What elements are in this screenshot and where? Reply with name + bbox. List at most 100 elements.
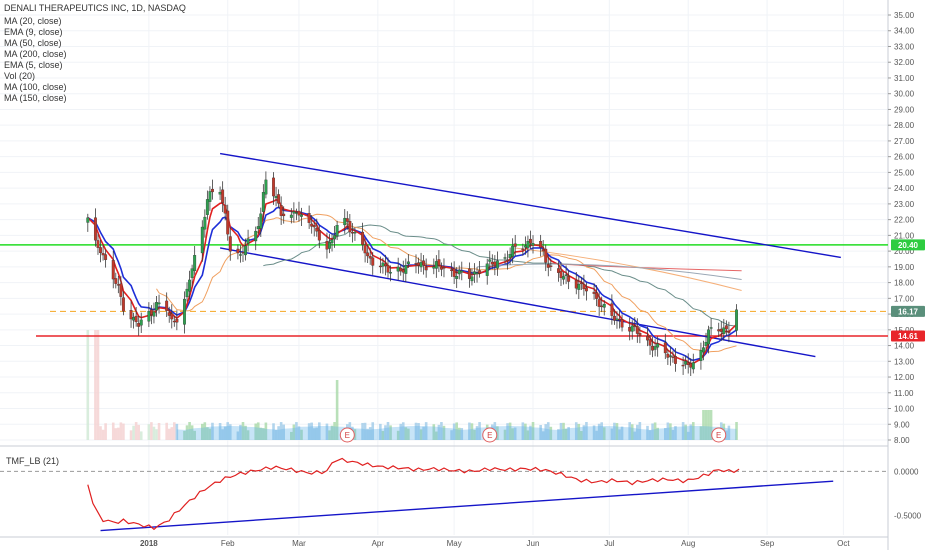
indicator-legend-item: EMA (9, close) [4, 27, 63, 37]
candle-body [686, 362, 690, 366]
volume-bar [175, 423, 179, 440]
volume-bar [381, 430, 385, 440]
y-tick-label: 27.00 [894, 137, 915, 146]
indicator-legend-item: EMA (5, close) [4, 60, 63, 70]
candle-body [259, 213, 263, 229]
y-tick-label: 15.00 [894, 326, 915, 335]
volume-bar [211, 422, 214, 440]
volume-bar [725, 430, 728, 440]
candle-body [147, 311, 151, 322]
y-tick-label: 18.00 [894, 279, 915, 288]
candle-body [172, 320, 176, 323]
candle-body [495, 260, 499, 269]
volume-bar [254, 423, 258, 440]
volume-bar [435, 431, 438, 440]
candle-body [704, 341, 708, 346]
candle-body [381, 262, 385, 267]
candle-body [541, 249, 545, 252]
candle-body [434, 261, 438, 269]
volume-bar [157, 422, 161, 440]
candle-body [317, 230, 321, 241]
volume-bar [475, 426, 479, 440]
volume-bar [218, 423, 222, 440]
volume-bar [173, 422, 176, 440]
volume-bar [506, 423, 509, 440]
volume-bar [630, 424, 634, 440]
volume-bar [669, 423, 672, 440]
volume-bar [101, 429, 105, 440]
volume-bar [574, 422, 578, 440]
candle-body [211, 188, 214, 193]
candle-body [254, 230, 258, 242]
x-tick-label: Sep [760, 539, 775, 548]
candle-body [699, 350, 703, 361]
earnings-marker [339, 427, 355, 443]
volume-bar [450, 430, 453, 440]
candle-body [574, 279, 578, 289]
volume-bar [86, 330, 90, 440]
volume-bar [170, 427, 174, 440]
candle-body [455, 276, 459, 279]
price-badge [891, 239, 925, 251]
volume-bar [686, 431, 690, 440]
volume-bar [620, 426, 624, 440]
candle-body [513, 243, 517, 247]
y-tick-label: 24.00 [894, 184, 915, 193]
volume-bar [206, 427, 209, 440]
volume-bar [315, 427, 319, 440]
candle-body [508, 254, 512, 259]
indicator-legend-item: MA (20, close) [4, 16, 62, 26]
candle-body [442, 267, 446, 269]
volume-bar [318, 422, 321, 440]
candle-body [681, 364, 685, 367]
indicator-legend-item: Vol (20) [4, 71, 35, 81]
volume-bar [134, 422, 138, 440]
candle-body [689, 363, 693, 368]
candles-layer [86, 171, 738, 377]
candle-body [170, 313, 174, 320]
candle-body [272, 177, 275, 197]
earnings-marker-label: E [345, 431, 350, 440]
volume-bar [452, 423, 456, 440]
volume-bar [513, 427, 517, 440]
x-tick-label: Feb [221, 539, 235, 548]
x-tick-label: Jul [604, 539, 614, 548]
candle-body [368, 256, 372, 259]
candle-body [183, 298, 186, 325]
volume-bar [200, 423, 204, 440]
y-tick-label: 14.00 [894, 342, 915, 351]
indicator-legend-item: MA (100, close) [4, 82, 67, 92]
candle-body [328, 242, 331, 249]
candle-body [274, 196, 278, 199]
candle-body [651, 345, 655, 351]
candle-body [333, 235, 337, 240]
y-tick-label: 34.00 [894, 27, 915, 36]
volume-bar [511, 428, 514, 440]
candle-body [419, 262, 423, 268]
candle-body [282, 213, 286, 217]
volume-bar [648, 430, 652, 440]
volume-bar [279, 422, 283, 440]
volume-bar [653, 422, 657, 440]
volume-bar [401, 422, 405, 440]
candle-body [134, 315, 138, 323]
candle-body [350, 231, 354, 234]
channel-lower-line [219, 247, 816, 358]
candle-body [628, 327, 632, 332]
volume-bar [585, 422, 588, 440]
candle-body [557, 268, 560, 273]
x-tick-label: Jun [527, 539, 540, 548]
volume-bar [363, 422, 367, 440]
candle-body [157, 302, 161, 305]
volume-bar [559, 422, 563, 440]
candle-body [307, 213, 311, 223]
volume-bar [735, 422, 738, 440]
volume-bar [546, 422, 550, 440]
candle-body [668, 355, 672, 357]
candle-body [564, 274, 568, 276]
candle-body [457, 269, 461, 275]
candle-body [155, 302, 158, 311]
candle-body [325, 240, 329, 250]
candle-body [646, 335, 649, 341]
